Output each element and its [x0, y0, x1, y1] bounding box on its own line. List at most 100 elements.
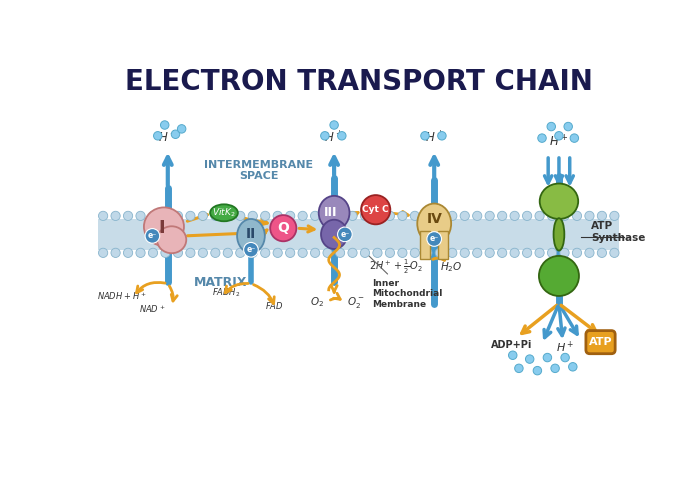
Circle shape — [260, 211, 270, 220]
Text: $VitK_2$: $VitK_2$ — [212, 207, 236, 219]
Circle shape — [273, 211, 282, 220]
Circle shape — [584, 211, 594, 220]
Text: $FADH_2$: $FADH_2$ — [212, 287, 241, 299]
Text: Q: Q — [277, 221, 289, 235]
Text: e⁻: e⁻ — [340, 230, 349, 239]
Circle shape — [236, 248, 245, 257]
Circle shape — [435, 248, 444, 257]
Circle shape — [161, 248, 170, 257]
Circle shape — [508, 351, 517, 360]
Circle shape — [99, 248, 108, 257]
Circle shape — [186, 248, 195, 257]
Text: ADP+Pi: ADP+Pi — [491, 340, 532, 349]
Circle shape — [485, 248, 494, 257]
Circle shape — [323, 248, 332, 257]
Ellipse shape — [210, 204, 238, 221]
Circle shape — [337, 132, 346, 140]
Text: e⁻: e⁻ — [246, 245, 256, 254]
Circle shape — [473, 248, 482, 257]
Circle shape — [573, 248, 582, 257]
Ellipse shape — [417, 203, 452, 244]
Circle shape — [485, 211, 494, 220]
Text: $NAD^+$: $NAD^+$ — [139, 303, 166, 315]
Circle shape — [423, 248, 432, 257]
Text: ATP: ATP — [589, 337, 612, 347]
Circle shape — [584, 248, 594, 257]
Circle shape — [510, 248, 519, 257]
Text: II: II — [246, 226, 256, 241]
Circle shape — [460, 248, 470, 257]
Circle shape — [423, 211, 432, 220]
Circle shape — [298, 248, 307, 257]
Circle shape — [286, 211, 295, 220]
Circle shape — [547, 122, 556, 131]
Circle shape — [198, 248, 207, 257]
Circle shape — [136, 248, 145, 257]
Text: Cyt C: Cyt C — [363, 205, 389, 214]
Circle shape — [538, 134, 546, 143]
Circle shape — [498, 211, 507, 220]
Circle shape — [335, 211, 344, 220]
Circle shape — [427, 232, 442, 246]
Circle shape — [535, 211, 544, 220]
Circle shape — [421, 132, 429, 140]
Circle shape — [223, 248, 232, 257]
Text: ATP
Synthase: ATP Synthase — [592, 221, 645, 243]
Circle shape — [123, 248, 133, 257]
Circle shape — [560, 211, 569, 220]
Circle shape — [177, 124, 186, 133]
Circle shape — [510, 211, 519, 220]
Circle shape — [498, 248, 507, 257]
Circle shape — [160, 121, 169, 129]
Circle shape — [186, 211, 195, 220]
Ellipse shape — [157, 226, 186, 253]
Circle shape — [270, 215, 296, 241]
Text: Inner
Mitochondrial
Membrane: Inner Mitochondrial Membrane — [365, 252, 443, 309]
Circle shape — [321, 132, 329, 140]
Circle shape — [198, 211, 207, 220]
Circle shape — [547, 248, 556, 257]
Circle shape — [560, 248, 569, 257]
Circle shape — [473, 211, 482, 220]
Text: IV: IV — [426, 212, 442, 226]
Circle shape — [610, 248, 619, 257]
Circle shape — [561, 353, 569, 362]
Circle shape — [99, 211, 108, 220]
Circle shape — [435, 211, 444, 220]
Text: $H_2O$: $H_2O$ — [440, 261, 463, 274]
Circle shape — [330, 121, 338, 129]
Circle shape — [554, 132, 564, 140]
Ellipse shape — [539, 256, 579, 296]
Circle shape — [348, 248, 357, 257]
Circle shape — [568, 363, 577, 371]
Text: $O_2$: $O_2$ — [310, 295, 324, 309]
Circle shape — [564, 122, 573, 131]
Circle shape — [236, 211, 245, 220]
Ellipse shape — [554, 218, 564, 250]
Circle shape — [248, 248, 258, 257]
Circle shape — [136, 211, 145, 220]
Circle shape — [410, 248, 419, 257]
Circle shape — [535, 248, 544, 257]
Ellipse shape — [144, 207, 184, 246]
Circle shape — [360, 211, 370, 220]
Circle shape — [298, 211, 307, 220]
Circle shape — [597, 248, 606, 257]
Circle shape — [248, 211, 258, 220]
Circle shape — [311, 211, 320, 220]
Text: $NADH + H^+$: $NADH + H^+$ — [97, 290, 146, 302]
Circle shape — [148, 211, 158, 220]
Circle shape — [145, 228, 160, 243]
Circle shape — [570, 134, 579, 143]
Circle shape — [348, 211, 357, 220]
Circle shape — [311, 248, 320, 257]
FancyBboxPatch shape — [99, 219, 619, 250]
Circle shape — [360, 248, 370, 257]
Text: $H^+$: $H^+$ — [425, 130, 444, 146]
Circle shape — [448, 248, 457, 257]
Circle shape — [573, 211, 582, 220]
Text: I: I — [158, 219, 165, 237]
Text: $H^+$: $H^+$ — [550, 134, 568, 149]
Text: ELECTRON TRANSPORT CHAIN: ELECTRON TRANSPORT CHAIN — [125, 68, 593, 96]
Circle shape — [373, 248, 382, 257]
